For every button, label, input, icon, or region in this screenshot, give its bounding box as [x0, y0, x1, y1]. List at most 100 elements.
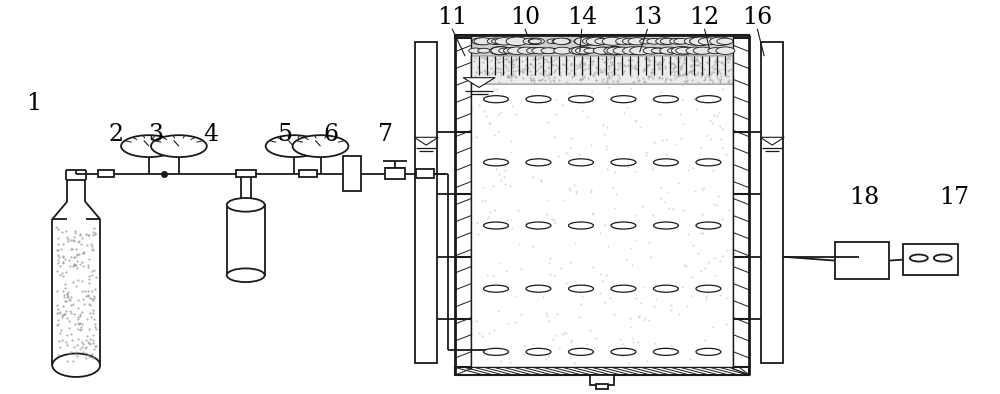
- Circle shape: [532, 47, 548, 54]
- Bar: [227, 205, 265, 275]
- Ellipse shape: [653, 159, 678, 166]
- Ellipse shape: [526, 96, 551, 103]
- Ellipse shape: [653, 285, 678, 292]
- Ellipse shape: [526, 285, 551, 292]
- Ellipse shape: [484, 285, 508, 292]
- Circle shape: [545, 48, 558, 53]
- Text: 2: 2: [109, 123, 124, 146]
- Text: 16: 16: [742, 6, 772, 28]
- Circle shape: [491, 39, 504, 44]
- Circle shape: [643, 47, 660, 54]
- Circle shape: [622, 38, 638, 45]
- Ellipse shape: [611, 96, 636, 103]
- Polygon shape: [414, 137, 438, 145]
- Bar: [98, 170, 114, 177]
- Text: 13: 13: [633, 6, 663, 28]
- Circle shape: [660, 47, 678, 54]
- Text: 18: 18: [849, 186, 879, 208]
- Circle shape: [640, 39, 653, 44]
- Circle shape: [507, 37, 526, 45]
- Circle shape: [684, 37, 704, 45]
- Ellipse shape: [611, 222, 636, 229]
- Text: 4: 4: [203, 123, 218, 146]
- Circle shape: [293, 135, 348, 157]
- Text: 14: 14: [567, 6, 597, 28]
- Text: 1: 1: [26, 92, 41, 115]
- Circle shape: [527, 48, 543, 54]
- Bar: [415, 43, 437, 363]
- Ellipse shape: [569, 159, 593, 166]
- Circle shape: [474, 38, 492, 45]
- Polygon shape: [760, 137, 784, 145]
- Circle shape: [503, 47, 520, 54]
- Circle shape: [583, 38, 601, 45]
- Circle shape: [693, 47, 712, 54]
- Ellipse shape: [653, 348, 678, 355]
- Circle shape: [266, 135, 321, 157]
- Bar: [903, 244, 958, 275]
- Ellipse shape: [227, 268, 265, 282]
- Circle shape: [910, 255, 928, 262]
- Circle shape: [553, 38, 570, 45]
- Ellipse shape: [526, 222, 551, 229]
- Circle shape: [575, 47, 592, 54]
- Bar: [835, 242, 889, 279]
- Circle shape: [656, 38, 674, 45]
- Circle shape: [668, 48, 681, 53]
- Circle shape: [602, 37, 623, 45]
- Ellipse shape: [52, 353, 100, 377]
- Circle shape: [604, 46, 625, 55]
- Circle shape: [584, 48, 597, 53]
- Circle shape: [121, 135, 177, 157]
- Bar: [471, 84, 733, 368]
- Circle shape: [607, 47, 626, 54]
- Circle shape: [523, 38, 540, 45]
- Circle shape: [586, 37, 607, 45]
- Circle shape: [686, 47, 704, 54]
- Ellipse shape: [611, 285, 636, 292]
- Polygon shape: [463, 78, 495, 87]
- Text: 3: 3: [148, 123, 163, 146]
- Circle shape: [716, 47, 735, 54]
- Ellipse shape: [569, 96, 593, 103]
- Circle shape: [518, 47, 536, 54]
- Text: 6: 6: [323, 123, 338, 146]
- Circle shape: [717, 38, 733, 45]
- Ellipse shape: [484, 222, 508, 229]
- Ellipse shape: [484, 96, 508, 103]
- Bar: [471, 35, 733, 56]
- Circle shape: [623, 47, 643, 55]
- Circle shape: [472, 38, 489, 45]
- Circle shape: [595, 38, 610, 44]
- Circle shape: [660, 38, 676, 44]
- Text: 10: 10: [510, 6, 540, 28]
- Circle shape: [670, 38, 685, 44]
- Circle shape: [647, 39, 661, 44]
- Ellipse shape: [696, 285, 721, 292]
- Circle shape: [613, 47, 631, 54]
- Circle shape: [593, 47, 611, 54]
- Ellipse shape: [526, 348, 551, 355]
- Text: 7: 7: [378, 123, 393, 146]
- Circle shape: [676, 47, 693, 54]
- Circle shape: [572, 46, 592, 55]
- Ellipse shape: [569, 285, 593, 292]
- Ellipse shape: [696, 96, 721, 103]
- Ellipse shape: [696, 348, 721, 355]
- Circle shape: [718, 48, 730, 53]
- Ellipse shape: [227, 198, 265, 212]
- Circle shape: [556, 38, 571, 44]
- Circle shape: [671, 46, 693, 55]
- Circle shape: [651, 48, 664, 53]
- Bar: [299, 170, 317, 177]
- Circle shape: [508, 47, 527, 54]
- Circle shape: [674, 39, 688, 44]
- Circle shape: [628, 38, 646, 45]
- Bar: [596, 384, 608, 389]
- Text: 5: 5: [278, 123, 293, 146]
- Ellipse shape: [569, 222, 593, 229]
- Circle shape: [595, 47, 614, 54]
- Circle shape: [552, 39, 564, 44]
- Circle shape: [630, 46, 651, 55]
- Circle shape: [529, 39, 541, 44]
